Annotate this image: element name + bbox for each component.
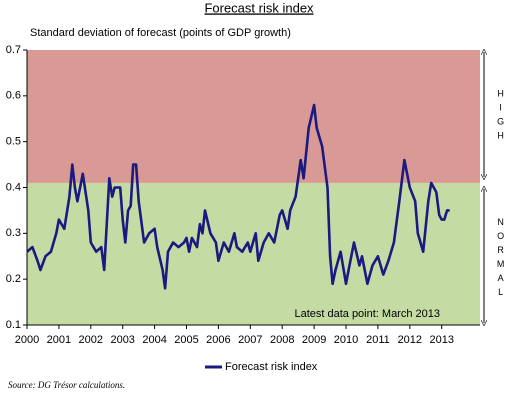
subtitle: Standard deviation of forecast (points o… — [30, 27, 291, 39]
band — [27, 182, 480, 325]
x-tick-label: 2000 — [15, 334, 39, 346]
y-tick-label: 0.1 — [6, 319, 21, 331]
x-tick-label: 2009 — [302, 334, 326, 346]
x-tick-label: 2006 — [206, 334, 230, 346]
x-tick-label: 2002 — [79, 334, 103, 346]
y-tick-label: 0.4 — [6, 181, 21, 193]
x-tick-label: 2007 — [238, 334, 262, 346]
x-tick-label: 2011 — [366, 334, 390, 346]
chart-title: Forecast risk index — [204, 0, 314, 15]
y-tick-label: 0.6 — [6, 90, 21, 102]
x-tick-label: 2005 — [174, 334, 198, 346]
y-tick-label: 0.5 — [6, 136, 21, 148]
band-label: NORMAL — [496, 217, 506, 301]
band-label: HIGH — [496, 88, 506, 144]
legend-label: Forecast risk index — [225, 361, 318, 373]
x-tick-label: 2010 — [334, 334, 358, 346]
x-tick-label: 2013 — [429, 334, 453, 346]
x-tick-label: 2003 — [110, 334, 134, 346]
source: Source: DG Trésor calculations. — [8, 380, 125, 390]
x-tick-label: 2001 — [47, 334, 71, 346]
annotation: Latest data point: March 2013 — [294, 308, 440, 320]
y-tick-label: 0.3 — [6, 227, 21, 239]
y-tick-label: 0.7 — [6, 44, 21, 56]
x-tick-label: 2012 — [398, 334, 422, 346]
x-tick-label: 2008 — [270, 334, 294, 346]
x-tick-label: 2004 — [142, 334, 166, 346]
y-tick-label: 0.2 — [6, 273, 21, 285]
band — [27, 50, 480, 183]
series-line — [26, 103, 450, 290]
